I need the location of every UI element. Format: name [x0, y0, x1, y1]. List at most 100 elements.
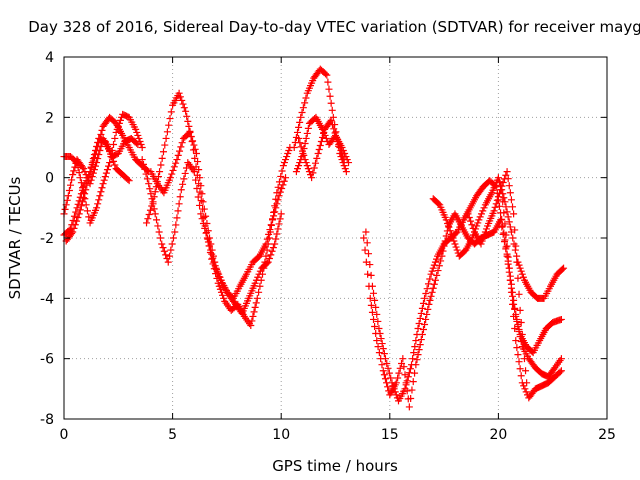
data-point [519, 343, 527, 351]
data-point [73, 217, 81, 225]
data-point [156, 234, 164, 242]
data-point [75, 210, 83, 218]
data-point [76, 206, 84, 214]
data-point [303, 162, 311, 170]
data-point [413, 356, 421, 364]
data-point [72, 157, 80, 165]
data-point [415, 346, 423, 354]
data-point [410, 349, 418, 357]
data-point [93, 204, 101, 212]
data-point [252, 276, 260, 284]
series-track-j [295, 116, 348, 182]
data-point [70, 212, 78, 220]
chart-title: Day 328 of 2016, Sidereal Day-to-day VTE… [28, 18, 640, 36]
data-point [516, 264, 524, 272]
data-point [467, 217, 475, 225]
data-point [491, 203, 499, 211]
data-point [108, 147, 116, 155]
data-point [430, 280, 438, 288]
data-point [469, 224, 477, 232]
x-tick-label: 25 [598, 427, 616, 443]
data-point [186, 128, 194, 136]
data-point [256, 282, 264, 290]
data-point [428, 288, 436, 296]
data-point [325, 85, 333, 93]
data-point [360, 234, 368, 242]
data-point [490, 207, 498, 215]
data-point [557, 315, 565, 323]
y-tick-label: 2 [45, 110, 54, 126]
data-point [70, 224, 78, 232]
data-point [505, 182, 513, 190]
data-point [276, 215, 284, 223]
data-point [148, 202, 156, 210]
data-point [155, 228, 163, 236]
data-point [412, 337, 420, 345]
data-point [509, 292, 517, 300]
data-point [80, 165, 88, 173]
data-point [384, 383, 392, 391]
data-point [124, 175, 132, 183]
data-point [138, 144, 146, 151]
data-point [494, 174, 502, 182]
data-point [177, 143, 185, 151]
data-point [248, 317, 256, 325]
data-point [217, 288, 225, 296]
data-point [204, 227, 212, 235]
data-point [68, 176, 76, 184]
data-point [176, 193, 184, 201]
data-point [363, 239, 371, 247]
data-point [373, 337, 381, 345]
data-point [87, 176, 95, 184]
x-tick-label: 20 [489, 427, 507, 443]
data-point [113, 125, 121, 133]
data-point [322, 134, 330, 142]
y-tick-label: -6 [40, 352, 54, 368]
data-point [78, 184, 86, 192]
data-point [502, 231, 510, 239]
data-point [439, 247, 447, 255]
data-point [392, 391, 400, 399]
data-point [137, 140, 145, 148]
data-point [145, 180, 153, 188]
data-point [256, 267, 264, 275]
data-point [416, 341, 424, 349]
data-point [74, 200, 82, 208]
data-point [479, 207, 487, 215]
data-point [409, 378, 417, 386]
data-point [150, 193, 158, 201]
data-point [511, 226, 519, 234]
data-point [82, 201, 90, 209]
data-point [199, 198, 207, 206]
data-point [272, 195, 280, 203]
data-point [414, 351, 422, 359]
data-point [504, 175, 512, 183]
data-point [77, 179, 85, 187]
data-point [265, 255, 273, 263]
data-point [295, 123, 303, 131]
data-point [370, 315, 378, 323]
data-point [515, 358, 523, 366]
data-point [301, 156, 309, 164]
data-point [296, 118, 304, 126]
data-point [67, 181, 75, 189]
data-point [362, 258, 370, 266]
data-point [80, 189, 88, 197]
data-point [85, 213, 93, 221]
data-point [315, 146, 323, 154]
data-point [411, 369, 419, 377]
data-point [518, 379, 526, 387]
data-point [520, 382, 528, 390]
data-point [163, 128, 171, 136]
data-point [521, 385, 529, 393]
data-point [314, 150, 322, 158]
data-point [468, 221, 476, 229]
data-point [328, 106, 336, 114]
series-track-e [138, 156, 290, 302]
data-point [75, 169, 83, 177]
data-point [518, 331, 526, 339]
data-point [295, 134, 303, 142]
data-point [558, 265, 566, 273]
data-point [498, 182, 506, 190]
data-point [318, 133, 326, 141]
